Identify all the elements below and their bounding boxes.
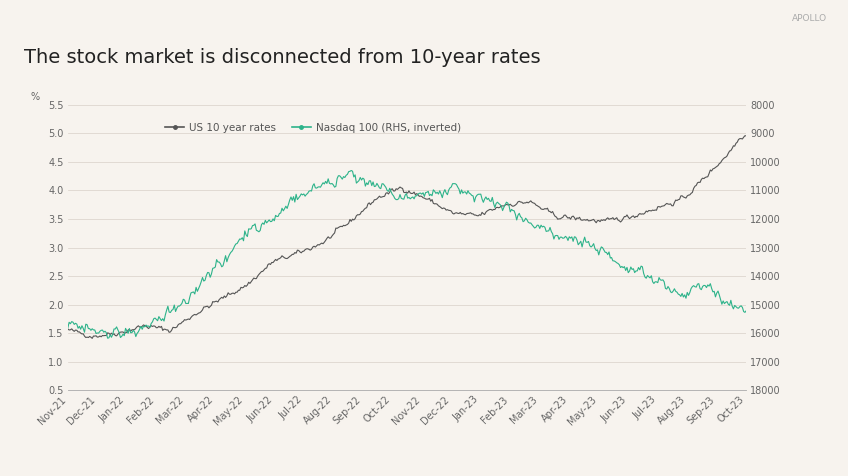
Text: The stock market is disconnected from 10-year rates: The stock market is disconnected from 10… xyxy=(24,48,540,67)
Legend: US 10 year rates, Nasdaq 100 (RHS, inverted): US 10 year rates, Nasdaq 100 (RHS, inver… xyxy=(161,119,466,137)
Text: APOLLO: APOLLO xyxy=(792,14,827,23)
Text: %: % xyxy=(31,92,40,102)
